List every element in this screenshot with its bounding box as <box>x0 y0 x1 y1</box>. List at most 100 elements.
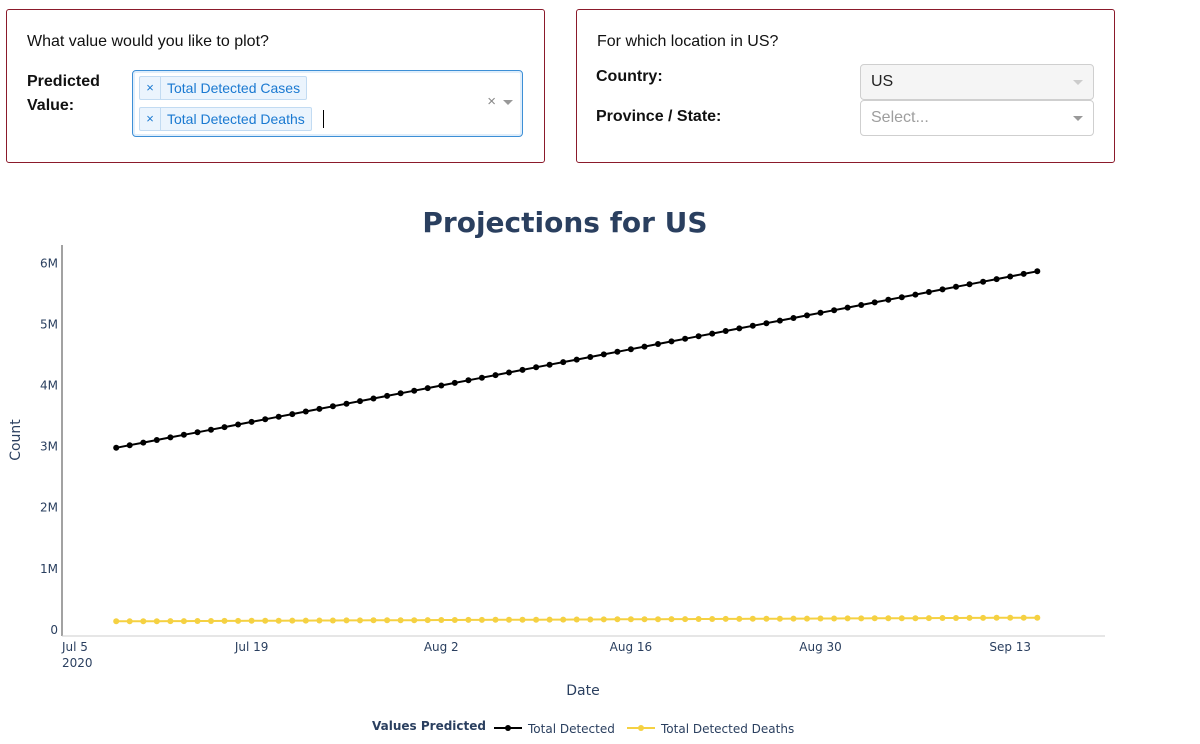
data-point <box>1034 268 1041 275</box>
data-point <box>641 343 648 350</box>
chevron-down-icon[interactable] <box>1073 116 1083 121</box>
data-point <box>600 616 607 623</box>
data-point <box>736 325 743 332</box>
data-point <box>519 366 526 373</box>
data-point <box>695 616 702 622</box>
data-point <box>248 418 255 425</box>
data-point <box>844 615 851 622</box>
data-point <box>953 283 959 290</box>
data-point <box>221 424 228 431</box>
data-point <box>831 615 838 622</box>
data-point <box>153 618 160 625</box>
data-point <box>235 421 242 428</box>
clear-all-icon[interactable]: × <box>487 93 496 110</box>
data-point <box>980 614 987 621</box>
y-tick-label: 0 <box>50 623 58 637</box>
text-cursor <box>323 110 324 128</box>
predicted-value-multiselect[interactable]: × Total Detected Cases × Total Detected … <box>132 70 523 137</box>
legend: Values Predicted Total Detected Total De… <box>372 719 794 736</box>
data-point <box>682 616 689 623</box>
y-tick-label: 4M <box>40 379 58 393</box>
data-point <box>262 416 269 423</box>
data-point <box>167 434 174 441</box>
data-point <box>993 276 1000 283</box>
data-point <box>194 429 201 436</box>
data-point <box>248 617 255 624</box>
x-tick-label: Aug 16 <box>610 640 653 654</box>
data-point <box>1020 270 1027 277</box>
data-point <box>506 369 512 376</box>
data-point <box>587 616 594 623</box>
data-point <box>804 615 810 622</box>
tag-total-detected-cases: × Total Detected Cases <box>139 76 308 100</box>
data-point <box>113 444 120 451</box>
remove-tag-icon[interactable]: × <box>140 108 161 130</box>
series-layer <box>113 268 1041 625</box>
data-point <box>1034 614 1041 621</box>
data-point <box>912 291 919 298</box>
data-point <box>858 615 865 622</box>
x-tick-label: Aug 2 <box>424 640 459 654</box>
data-point <box>140 618 147 625</box>
x-axis-label: Date <box>566 683 599 699</box>
data-point <box>275 413 282 420</box>
data-point <box>682 335 689 342</box>
province-label: Province / State: <box>596 108 722 125</box>
data-point <box>817 309 824 316</box>
data-point <box>776 615 783 622</box>
y-tick-label: 2M <box>40 501 58 515</box>
data-point <box>560 359 567 366</box>
data-point <box>302 617 309 624</box>
data-point <box>208 426 214 433</box>
chevron-down-icon[interactable] <box>503 100 513 105</box>
data-point <box>126 618 133 625</box>
y-tick-label: 5M <box>40 317 58 331</box>
data-point <box>966 281 973 288</box>
data-point <box>180 618 187 625</box>
data-point <box>614 616 621 623</box>
data-point <box>329 403 336 410</box>
data-point <box>709 616 716 622</box>
data-point <box>140 439 147 446</box>
province-placeholder: Select... <box>871 109 929 126</box>
data-point <box>844 304 851 311</box>
data-point <box>316 405 323 412</box>
data-point <box>478 616 485 623</box>
province-select[interactable]: Select... <box>860 100 1094 136</box>
value-selector-panel: What value would you like to plot? Predi… <box>6 9 545 163</box>
remove-tag-icon[interactable]: × <box>140 77 161 99</box>
data-point <box>316 617 323 624</box>
data-point <box>560 616 567 623</box>
y-axis-ticks: 0 1M 2M 3M 4M 5M 6M <box>40 256 58 637</box>
country-select[interactable]: US <box>860 64 1094 100</box>
data-point <box>221 617 228 624</box>
legend-item-total-detected[interactable]: Total Detected <box>494 722 615 736</box>
x-tick-label: Aug 30 <box>799 640 842 654</box>
data-point <box>438 382 445 389</box>
data-point <box>506 616 512 623</box>
data-point <box>289 617 296 624</box>
data-point <box>925 615 932 622</box>
chevron-down-icon[interactable] <box>1073 80 1083 85</box>
data-point <box>722 328 729 334</box>
data-point <box>153 437 160 443</box>
data-point <box>966 614 973 621</box>
legend-title: Values Predicted <box>372 719 486 733</box>
data-point <box>533 364 540 371</box>
data-point <box>1020 614 1027 621</box>
data-point <box>871 615 878 622</box>
value-question: What value would you like to plot? <box>27 33 269 50</box>
data-point <box>627 616 634 623</box>
data-point <box>397 617 404 624</box>
data-point <box>126 442 133 449</box>
data-point <box>411 617 418 624</box>
data-point <box>587 354 594 360</box>
data-point <box>871 299 878 306</box>
x-tick-label: Jul 5 <box>61 640 88 654</box>
data-point <box>492 372 499 379</box>
legend-item-total-detected-deaths[interactable]: Total Detected Deaths <box>627 722 794 736</box>
x-tick-year-label: 2020 <box>62 656 93 670</box>
data-point <box>438 617 445 623</box>
tag-total-detected-deaths: × Total Detected Deaths <box>139 107 312 131</box>
tag-label: Total Detected Deaths <box>167 111 305 127</box>
